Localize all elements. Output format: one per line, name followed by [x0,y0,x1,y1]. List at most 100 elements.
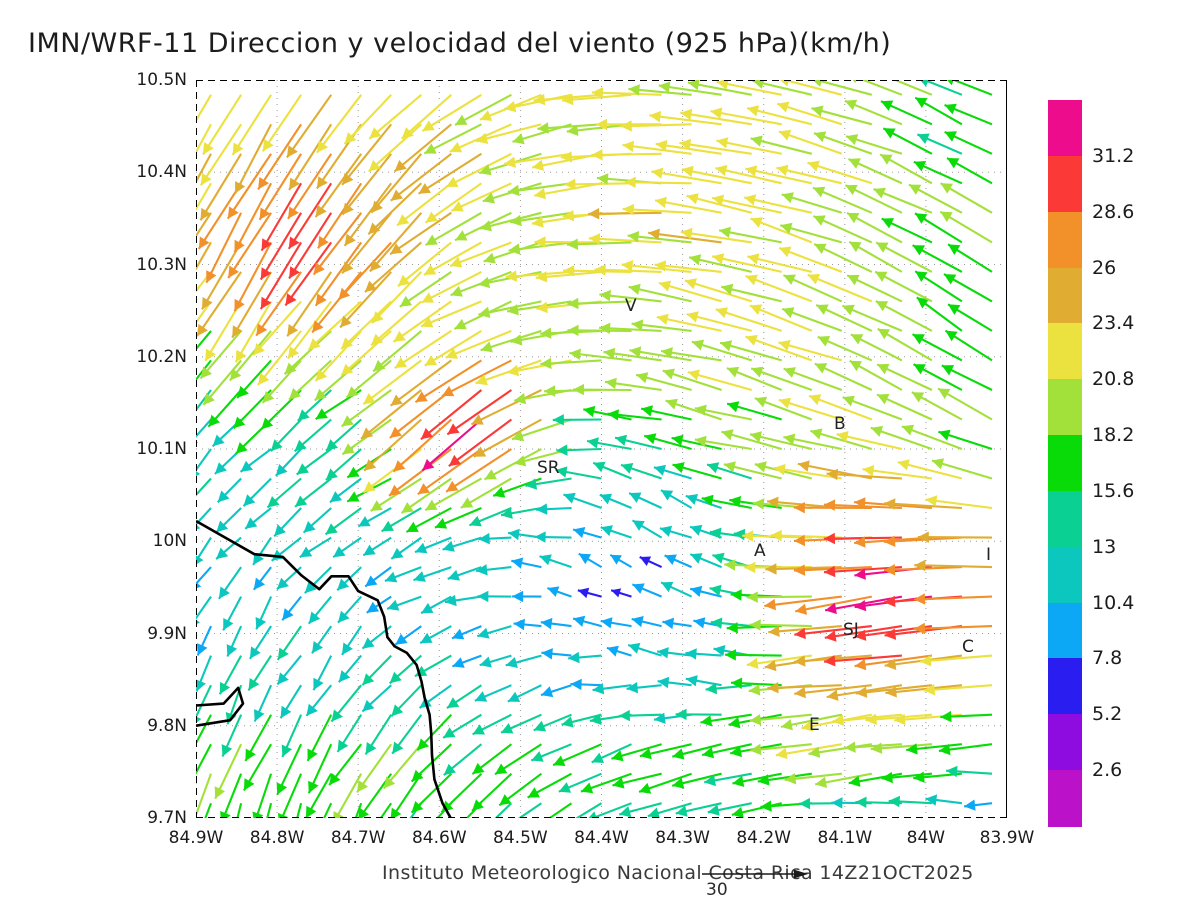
wind-arrow [745,274,813,303]
wind-arrow [552,743,602,767]
wind-arrow [603,347,662,362]
wind-arrow [814,362,873,391]
wind-arrow [701,494,752,510]
wind-arrow [913,593,993,605]
colorbar-tick-label: 28.6 [1092,200,1135,223]
wind-arrow [721,283,782,303]
wind-arrow [478,532,512,545]
wind-arrow [719,226,782,244]
wind-arrow [386,595,422,611]
wind-arrow [336,714,363,753]
wind-arrow [687,369,752,392]
wind-arrow [700,713,752,727]
wind-arrow [363,418,423,472]
wind-arrow [940,182,993,214]
wind-arrow [215,536,242,560]
wind-arrow [599,493,632,509]
wind-arrow [442,536,482,552]
wind-arrow [414,359,482,403]
wind-arrow [594,264,662,276]
colorbar-band [1048,490,1082,548]
colorbar-tick-label: 10.4 [1092,591,1135,614]
wind-arrow [249,625,272,660]
wind-arrow [680,108,752,126]
wind-arrow [884,498,962,510]
wind-arrow [317,182,363,249]
wind-arrow [341,153,393,216]
colorbar-band [1048,379,1082,436]
y-axis-tick-label: 9.8N [147,715,187,736]
wind-arrow [711,253,782,273]
wind-arrow [620,120,692,132]
wind-arrow [222,596,243,631]
wind-arrow [252,773,273,818]
wind-arrow [649,111,722,126]
wind-arrow [533,713,572,732]
wind-arrow [732,772,782,787]
x-axis-tick-label: 84.4W [574,828,629,848]
wind-arrow [620,463,662,480]
wind-arrow [394,330,452,369]
wind-arrow [848,772,903,787]
wind-arrow [314,153,363,218]
wind-arrow [314,241,363,307]
wind-arrow [794,684,872,699]
wind-arrow [221,714,243,757]
wind-arrow [588,208,662,220]
wind-arrow [337,241,392,301]
wind-arrow [914,270,963,303]
wind-arrow [392,418,453,473]
wind-arrow [423,241,482,276]
wind-arrow [394,625,422,646]
wind-arrow [906,743,963,755]
wind-arrow [420,389,483,441]
wind-arrow [478,300,542,318]
wind-arrow [622,140,692,155]
wind-arrow [694,404,752,421]
wind-arrow [214,743,243,800]
wind-arrow [360,389,422,440]
wind-arrow [778,129,843,155]
wind-arrow [947,243,993,273]
wind-arrow [912,333,963,362]
wind-arrow [287,182,333,250]
wind-arrow [874,270,933,303]
wind-arrow [473,418,542,458]
wind-arrow [316,94,363,154]
wind-arrow [754,396,813,421]
wind-arrow [812,186,873,214]
wind-arrow [569,348,632,362]
wind-arrow [638,772,692,794]
wind-arrow [938,743,993,756]
wind-arrow [220,773,243,818]
wind-arrow [648,228,722,244]
wind-arrow [390,152,452,202]
wind-arrow [204,802,212,818]
wind-arrow [424,211,482,247]
wind-arrow [231,94,272,156]
x-axis-tick-label: 84W [906,828,946,848]
wind-arrow [443,743,483,776]
wind-arrow [658,280,722,303]
wind-arrow [940,710,993,723]
wind-arrow [658,81,722,96]
wind-arrow [199,123,242,186]
wind-arrow [196,271,212,293]
wind-arrow [231,271,273,339]
wind-arrow [609,553,633,569]
wind-arrow [610,588,632,598]
wind-arrow [672,462,722,480]
colorbar-band [1048,714,1082,771]
wind-arrow [332,536,362,559]
wind-arrow [662,617,692,630]
wind-arrow [345,359,392,399]
wind-arrow [757,772,812,786]
wind-arrow [484,448,542,481]
wind-arrow [914,559,993,572]
wind-arrow [711,194,782,214]
wind-arrow [665,398,722,421]
wind-arrow [370,153,423,214]
wind-arrow [877,327,933,362]
wind-arrow [914,96,963,126]
wind-arrow [701,743,752,759]
